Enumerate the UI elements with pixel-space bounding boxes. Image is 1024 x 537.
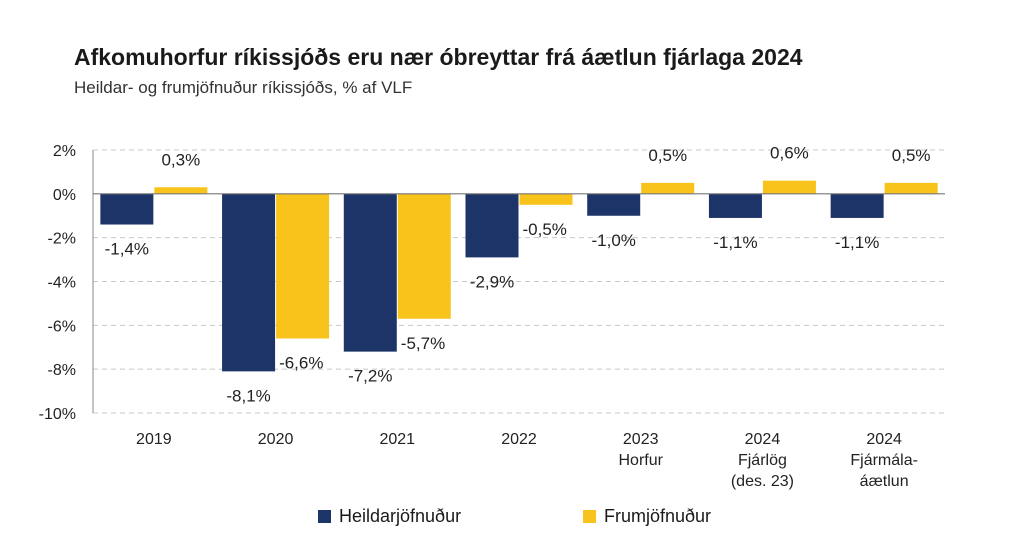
- x-tick-label: 2019: [136, 431, 172, 448]
- data-label-frum: -6,6%: [279, 353, 323, 372]
- legend-label-heildar: Heildarjöfnuður: [339, 506, 462, 526]
- y-tick-label: -6%: [48, 318, 76, 335]
- x-tick-label: 2021: [379, 431, 415, 448]
- data-label-heildar: -1,1%: [835, 233, 879, 252]
- x-tick-label: áætlun: [860, 473, 909, 490]
- legend-item-heildar: Heildarjöfnuður: [318, 506, 461, 527]
- chart-subtitle: Heildar- og frumjöfnuður ríkissjóðs, % a…: [74, 78, 413, 97]
- legend-swatch-heildar: [318, 510, 331, 523]
- bar-heildar: [343, 193, 397, 352]
- y-tick-label: -10%: [39, 406, 76, 423]
- legend-swatch-frum: [583, 510, 596, 523]
- data-label-frum: 0,6%: [770, 144, 809, 163]
- bar-frum: [397, 193, 451, 319]
- legend-item-frum: Frumjöfnuður: [583, 506, 711, 527]
- bar-frum: [276, 193, 330, 339]
- x-tick-label: 2023: [623, 431, 659, 448]
- data-label-heildar: -1,1%: [713, 233, 757, 252]
- y-tick-label: -8%: [48, 362, 76, 379]
- x-tick-label: 2022: [501, 431, 537, 448]
- data-label-frum: -5,7%: [401, 334, 445, 353]
- x-tick-label: 2024: [745, 431, 781, 448]
- data-label-heildar: -1,4%: [105, 240, 149, 259]
- bar-heildar: [830, 193, 884, 218]
- data-label-frum: 0,5%: [648, 146, 687, 165]
- bar-heildar: [222, 193, 276, 372]
- y-tick-label: 2%: [53, 143, 76, 160]
- data-label-frum: -0,5%: [523, 220, 567, 239]
- bar-heildar: [587, 193, 641, 216]
- y-tick-label: 0%: [53, 187, 76, 204]
- legend-label-frum: Frumjöfnuður: [604, 506, 712, 526]
- bar-frum: [641, 182, 695, 194]
- bar-heildar: [465, 193, 519, 258]
- data-label-heildar: -2,9%: [470, 272, 514, 291]
- legend: Heildarjöfnuður Frumjöfnuður: [0, 506, 1024, 530]
- x-tick-label: (des. 23): [731, 473, 794, 490]
- data-label-heildar: -1,0%: [592, 231, 636, 250]
- bar-frum: [519, 193, 573, 205]
- x-tick-label: 2024: [866, 431, 902, 448]
- data-label-frum: 0,3%: [161, 150, 200, 169]
- bar-chart: 2% 0% -2% -4% -6% -8% -10% -1,4% 0,3% 2019 -8,1% -6…: [39, 143, 945, 490]
- x-tick-label: Fjármála-: [850, 452, 918, 469]
- x-tick-label: Fjárlög: [738, 452, 787, 469]
- bar-heildar: [708, 193, 762, 218]
- y-tick-label: -4%: [48, 275, 76, 292]
- bar-heildar: [100, 193, 154, 225]
- chart-title: Afkomuhorfur ríkissjóðs eru nær óbreytta…: [74, 44, 803, 70]
- x-tick-label: 2020: [258, 431, 294, 448]
- x-tick-label: Horfur: [618, 452, 663, 469]
- y-tick-label: -2%: [48, 231, 76, 248]
- data-label-heildar: -7,2%: [348, 367, 392, 386]
- bar-frum: [154, 187, 208, 194]
- data-label-heildar: -8,1%: [226, 386, 270, 405]
- data-label-frum: 0,5%: [892, 146, 931, 165]
- bar-frum: [884, 182, 938, 194]
- bar-frum: [762, 180, 816, 194]
